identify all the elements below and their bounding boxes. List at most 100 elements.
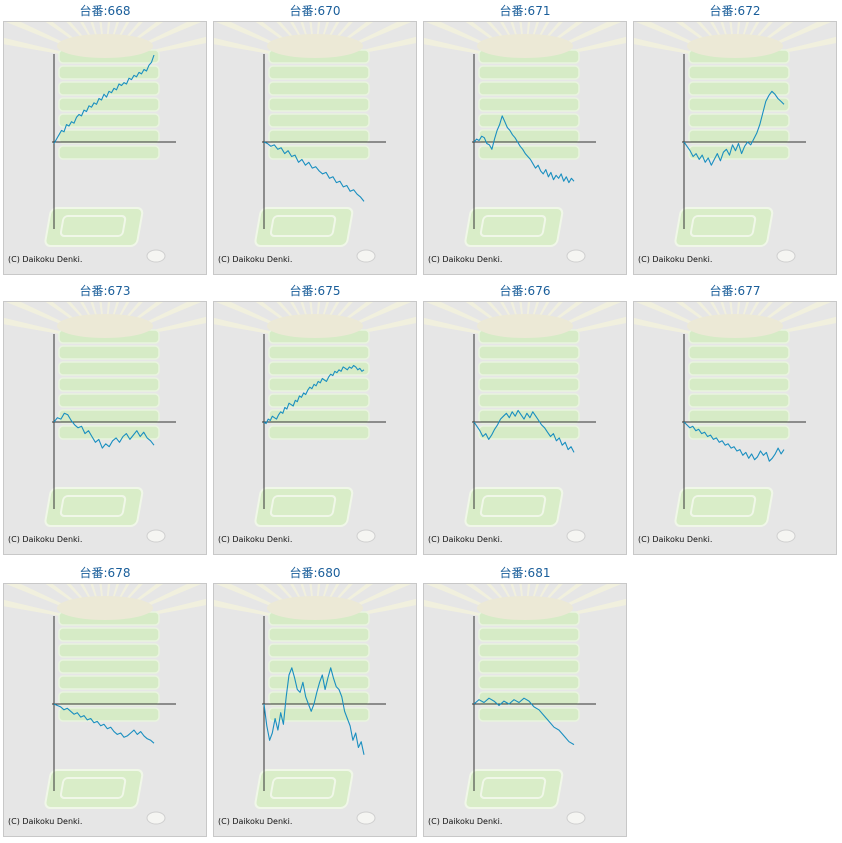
copyright-text: (C) Daikoku Denki. (218, 535, 293, 544)
tray-layer (688, 113, 790, 128)
series-line (473, 697, 575, 746)
series-line (473, 115, 575, 184)
tray-layer (268, 81, 370, 96)
chart-svg (4, 302, 206, 543)
machine-art (687, 34, 790, 160)
box-inner-art (479, 777, 547, 799)
tray-layer (478, 393, 580, 408)
series-line (473, 409, 575, 453)
chart-panel: (C) Daikoku Denki. (213, 583, 417, 837)
sun-ray (5, 584, 105, 624)
token-art (146, 811, 166, 825)
tray-layer (478, 627, 580, 642)
chart-svg (4, 584, 206, 825)
token-art (356, 529, 376, 543)
tray-layer (58, 345, 160, 360)
series-line (53, 703, 155, 744)
chart-svg (424, 584, 626, 825)
box-art (254, 487, 354, 527)
chart-title: 台番:668 (79, 4, 131, 18)
box-art (674, 207, 774, 247)
tray-layer (268, 643, 370, 658)
series-line (683, 421, 785, 462)
box-art (464, 769, 564, 809)
chart-cell: 台番:673 (C) Daikoku Denki. (0, 280, 210, 560)
series-line (263, 364, 365, 425)
tray-top (267, 34, 363, 58)
chart-svg (634, 302, 836, 543)
box-inner-art (59, 215, 127, 237)
sun-ray (635, 22, 735, 62)
tray-top (57, 34, 153, 58)
sun-ray (735, 302, 832, 342)
sun-ray (525, 22, 622, 62)
sun-ray (5, 302, 105, 342)
chart-svg (4, 22, 206, 263)
tray-layer (58, 643, 160, 658)
token-art (146, 249, 166, 263)
tray-layer (478, 81, 580, 96)
machine-art (267, 34, 370, 160)
tray-layer (268, 129, 370, 144)
sun-ray (80, 302, 105, 342)
chart-panel: (C) Daikoku Denki. (633, 301, 837, 555)
sun-ray (525, 302, 622, 342)
box-art (254, 207, 354, 247)
tray-layer (268, 659, 370, 674)
chart-svg (214, 302, 416, 543)
copyright-text: (C) Daikoku Denki. (428, 817, 503, 826)
sun-ray (80, 584, 105, 624)
tray-layer (478, 129, 580, 144)
copyright-text: (C) Daikoku Denki. (8, 535, 83, 544)
box-inner-art (689, 495, 757, 517)
machine-art (57, 34, 160, 160)
copyright-text: (C) Daikoku Denki. (638, 255, 713, 264)
chart-panel: (C) Daikoku Denki. (423, 21, 627, 275)
tray-layer (478, 675, 580, 690)
box-inner-art (479, 495, 547, 517)
tray-top (477, 596, 573, 620)
tray-top (57, 596, 153, 620)
chart-title: 台番:680 (289, 566, 341, 580)
tray-layer (268, 65, 370, 80)
chart-svg (634, 22, 836, 263)
box-art (44, 769, 144, 809)
box-art (674, 487, 774, 527)
sun-ray (105, 584, 202, 624)
series-line (683, 90, 785, 166)
machine-art (477, 34, 580, 160)
tray-layer (688, 97, 790, 112)
copyright-text: (C) Daikoku Denki. (428, 535, 503, 544)
token-art (566, 249, 586, 263)
chart-svg (214, 22, 416, 263)
tray-top (687, 314, 783, 338)
tray-layer (268, 393, 370, 408)
chart-cell: 台番:677 (C) Daikoku Denki. (630, 280, 840, 560)
tray-layer (688, 145, 790, 160)
machine-art (267, 314, 370, 440)
tray-layer (58, 425, 160, 440)
copyright-text: (C) Daikoku Denki. (638, 535, 713, 544)
chart-cell: 台番:676 (C) Daikoku Denki. (420, 280, 630, 560)
tray-layer (688, 377, 790, 392)
tray-layer (688, 81, 790, 96)
chart-panel: (C) Daikoku Denki. (423, 583, 627, 837)
copyright-text: (C) Daikoku Denki. (218, 255, 293, 264)
tray-layer (478, 97, 580, 112)
box-inner-art (269, 215, 337, 237)
sun-ray (105, 22, 202, 62)
tray-layer (478, 65, 580, 80)
sun-ray (80, 22, 105, 62)
sun-ray (315, 302, 412, 342)
chart-svg (424, 302, 626, 543)
chart-cell: 台番:678 (C) Daikoku Denki. (0, 562, 210, 842)
machine-art (57, 596, 160, 722)
sun-ray (635, 302, 735, 342)
tray-layer (268, 627, 370, 642)
box-inner-art (479, 215, 547, 237)
tray-layer (268, 377, 370, 392)
tray-layer (58, 707, 160, 722)
machine-art (477, 596, 580, 722)
box-inner-art (59, 495, 127, 517)
chart-cell: 台番:668 (C) Daikoku Denki. (0, 0, 210, 280)
